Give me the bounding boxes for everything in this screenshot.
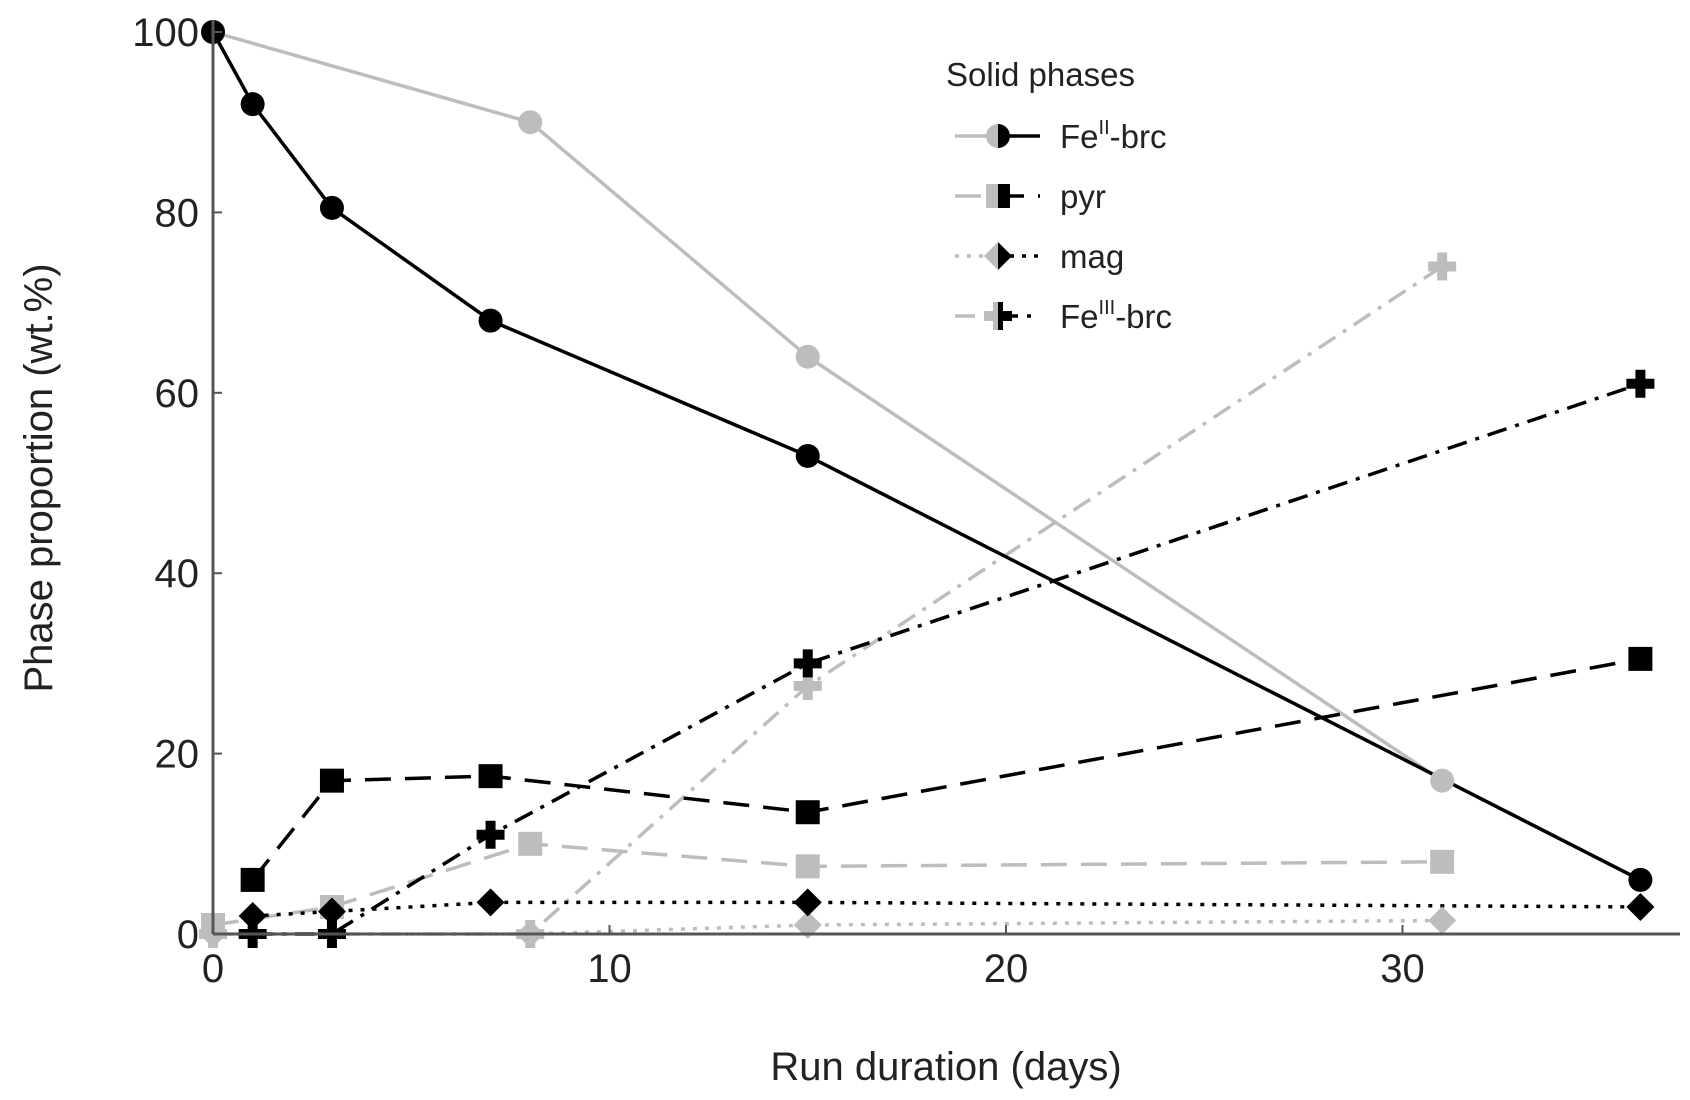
data-point-square-grey	[518, 831, 543, 856]
data-point-diamond-black	[1626, 892, 1655, 921]
data-point-square-black	[319, 768, 344, 793]
legend-marker-black	[998, 184, 1010, 208]
legend-marker-grey	[986, 124, 998, 148]
x-tick-label: 10	[587, 947, 632, 991]
legend-marker-black-shape	[998, 302, 1012, 330]
data-point-square-black	[1628, 646, 1653, 671]
series-lines	[211, 30, 1642, 936]
legend-marker-black	[998, 242, 1012, 270]
y-tick-label: 0	[177, 913, 199, 957]
data-point-circle-grey	[795, 344, 820, 369]
x-axis-title: Run duration (days)	[770, 1045, 1121, 1089]
data-point-square-black	[240, 867, 265, 892]
data-point-circle-grey	[518, 110, 543, 135]
series-line-diamond-grey	[213, 918, 1443, 936]
series-line-square-grey	[212, 842, 1443, 927]
series-line-circle-black	[211, 31, 1642, 882]
data-point-circle-black	[795, 443, 820, 468]
legend-title: Solid phases	[946, 56, 1135, 93]
data-point-square-black	[795, 800, 820, 825]
y-tick-label: 40	[155, 552, 200, 596]
legend-marker-grey-shape	[984, 242, 998, 270]
data-point-diamond-black	[317, 897, 346, 926]
legend-marker-grey	[986, 184, 998, 208]
y-tick-label: 20	[155, 733, 200, 777]
data-point-diamond-black	[476, 888, 505, 917]
x-tick-label: 30	[1380, 947, 1425, 991]
data-point-circle-black	[319, 195, 344, 220]
legend-entry: FeII-brc	[955, 117, 1166, 155]
x-tick-label: 20	[984, 947, 1029, 991]
data-point-square-grey	[1430, 849, 1455, 874]
data-point-cross-grey	[1428, 252, 1457, 281]
legend-label: pyr	[1060, 178, 1106, 215]
data-point-diamond-grey	[793, 910, 822, 939]
data-point-diamond-black	[238, 901, 267, 930]
axes	[211, 20, 1680, 936]
legend-entries: FeII-brc pyr mag FeIII-brc	[955, 117, 1172, 335]
data-point-square-black	[478, 764, 503, 789]
legend-entry: mag	[955, 238, 1124, 275]
series-line-circle-grey	[212, 30, 1444, 783]
legend-marker-grey-shape	[986, 184, 998, 208]
legend-entry: FeIII-brc	[955, 297, 1172, 335]
data-point-circle-black	[478, 308, 503, 333]
x-tick-label: 0	[202, 947, 224, 991]
data-point-square-grey	[795, 854, 820, 879]
series-line-cross-grey	[213, 265, 1444, 936]
series-line-square-black	[251, 657, 1641, 881]
data-point-circle-black	[240, 92, 265, 117]
legend-marker-grey-shape	[986, 124, 998, 148]
y-axis-title: Phase proportion (wt.%)	[17, 263, 61, 692]
legend-marker-black	[998, 124, 1010, 148]
data-point-cross-grey	[793, 671, 822, 700]
legend: Solid phases FeII-brc pyr mag FeIII-brc	[946, 56, 1172, 335]
data-point-cross-black	[476, 820, 505, 849]
ticks: 0 10 20 30 0 20 40 60 80 100	[132, 11, 1425, 991]
data-point-diamond-grey	[1428, 906, 1457, 935]
y-tick-label: 80	[155, 191, 200, 235]
legend-marker-grey-shape	[984, 302, 998, 330]
y-tick-label: 60	[155, 372, 200, 416]
legend-label: FeII-brc	[1060, 117, 1166, 155]
series-line-diamond-black	[252, 900, 1641, 918]
legend-label: FeIII-brc	[1060, 297, 1172, 335]
data-point-circle-grey	[1430, 768, 1455, 793]
legend-marker-black-shape	[998, 242, 1012, 270]
legend-entry: pyr	[955, 178, 1106, 215]
legend-marker-black-shape	[998, 124, 1010, 148]
data-point-cross-black	[1626, 369, 1655, 398]
data-point-cross-black	[793, 649, 822, 678]
series-markers	[199, 20, 1655, 948]
legend-marker-grey	[984, 302, 998, 330]
y-tick-label: 100	[132, 11, 199, 55]
legend-label: mag	[1060, 238, 1124, 275]
data-point-diamond-black	[793, 888, 822, 917]
legend-marker-grey	[984, 242, 998, 270]
legend-marker-black	[998, 302, 1012, 330]
data-point-circle-black	[1628, 867, 1653, 892]
legend-marker-black-shape	[998, 184, 1010, 208]
